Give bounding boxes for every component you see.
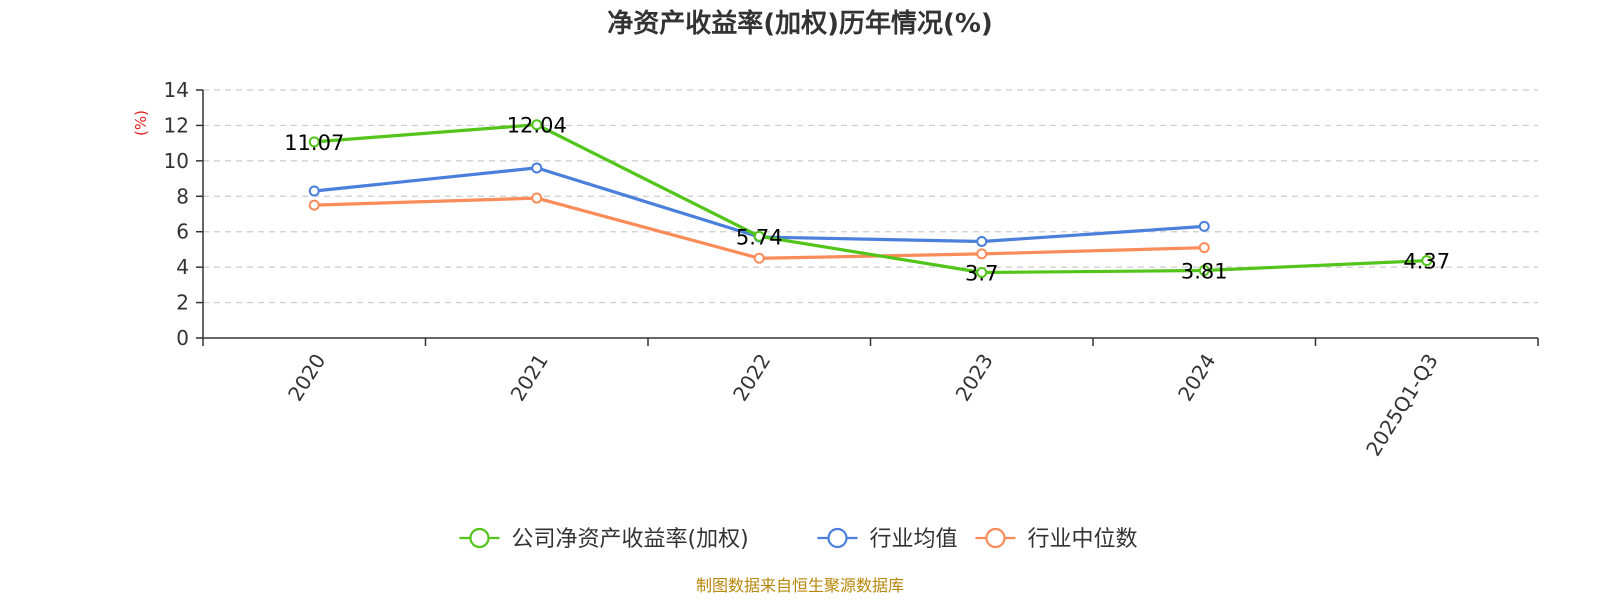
data-point[interactable] (753, 230, 765, 242)
data-point[interactable] (308, 136, 320, 148)
grid-lines (203, 89, 1538, 304)
x-tick-label: 2020 (283, 349, 330, 405)
y-tick-label: 4 (176, 255, 189, 279)
y-tick-label: 6 (176, 220, 189, 244)
legend-label: 行业中位数 (1028, 527, 1138, 552)
y-tick-label: 2 (176, 291, 189, 315)
data-point[interactable] (976, 235, 988, 247)
data-label: 5.74 (736, 225, 783, 249)
chart-title: 净资产收益率(加权)历年情况(%) (607, 8, 993, 39)
data-labels: 11.07 12.04 5.74 3.7 3.81 4.37 (284, 114, 1450, 286)
x-tick-label: 2025Q1-Q3 (1361, 349, 1443, 460)
y-axis-label: (%) (132, 110, 150, 136)
data-point[interactable] (308, 185, 320, 197)
data-point[interactable] (1198, 242, 1210, 254)
series-line-0 (314, 123, 1427, 275)
y-tick-label: 0 (176, 326, 189, 350)
data-point[interactable] (531, 192, 543, 204)
data-point[interactable] (753, 252, 765, 264)
legend-swatch-marker (469, 527, 490, 549)
y-tick-label: 10 (164, 149, 189, 173)
data-point[interactable] (308, 199, 320, 211)
data-point[interactable] (1421, 255, 1433, 267)
legend[interactable]: 公司净资产收益率(加权) 行业均值 行业中位数 (459, 527, 1138, 552)
x-tick-label: 2021 (506, 349, 553, 405)
data-point[interactable] (976, 266, 988, 278)
data-point[interactable] (1198, 265, 1210, 277)
data-point[interactable] (531, 119, 543, 131)
data-point[interactable] (531, 162, 543, 174)
legend-swatch-marker (827, 527, 848, 549)
series-lines (308, 119, 1433, 278)
data-point[interactable] (1198, 220, 1210, 232)
data-label: 4.37 (1403, 250, 1450, 274)
x-tick-label: 2023 (951, 349, 998, 405)
source-note: 制图数据来自恒生聚源数据库 (696, 576, 904, 595)
legend-item[interactable]: 行业均值 (817, 527, 958, 552)
data-label: 3.81 (1181, 260, 1228, 284)
y-tick-label: 8 (176, 184, 189, 208)
data-label: 12.04 (507, 114, 567, 138)
x-tick-label: 2022 (728, 349, 775, 405)
legend-item[interactable]: 公司净资产收益率(加权) (459, 527, 749, 552)
legend-item[interactable]: 行业中位数 (975, 527, 1138, 552)
legend-label: 行业均值 (870, 527, 958, 552)
data-label: 11.07 (284, 131, 344, 155)
legend-swatch-marker (985, 527, 1006, 549)
y-tick-label: 12 (164, 113, 189, 137)
data-point[interactable] (976, 248, 988, 260)
legend-label: 公司净资产收益率(加权) (512, 527, 749, 552)
axes: 0 2 4 6 8 10 12 14 2020 2021 2022 2023 2024 2025Q1-Q3 (164, 78, 1539, 460)
data-label: 3.7 (965, 261, 998, 285)
x-tick-label: 2024 (1173, 349, 1220, 405)
y-tick-label: 14 (164, 78, 189, 102)
